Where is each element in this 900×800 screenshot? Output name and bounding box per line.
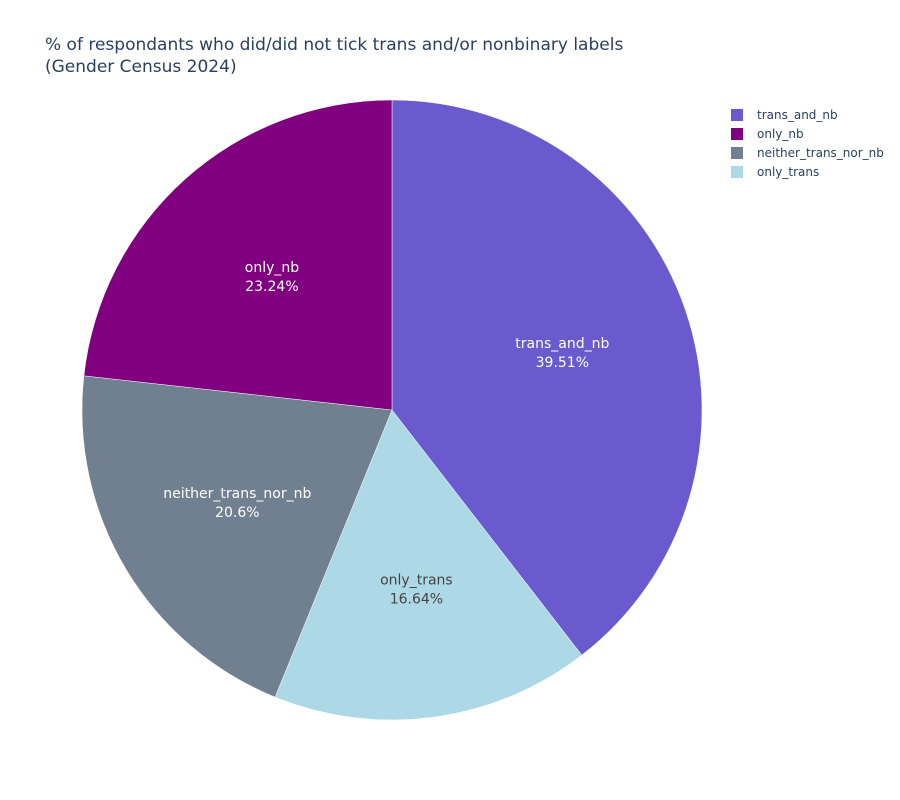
legend-item-only-trans[interactable]: only_trans [731,165,819,179]
slice-label-name: trans_and_nb [515,336,609,352]
slice-label-percent: 39.51% [536,355,589,371]
slice-label-neither-trans-nor-nb: neither_trans_nor_nb 20.6% [163,486,311,521]
legend-label: only_trans [757,165,819,179]
legend-item-trans-and-nb[interactable]: trans_and_nb [731,108,838,122]
pie-slices [81,99,703,721]
slice-label-only-trans: only_trans 16.64% [380,572,453,607]
slice-label-name: only_trans [380,572,453,588]
legend-swatch [731,109,743,121]
chart-title-line-1: % of respondants who did/did not tick tr… [45,35,623,55]
pie-slice-only-trans [274,409,583,721]
legend: trans_and_nb only_nb neither_trans_nor_nbo… [731,108,884,179]
pie-slice-trans-and-nb [391,99,703,656]
slice-label-trans-and-nb: trans_and_nb 39.51% [515,336,609,371]
slice-label-percent: 16.64% [390,591,443,607]
slice-label-name: only_nb [245,260,299,276]
legend-label: neither_trans_nor_nb [757,146,884,160]
slice-label-percent: 20.6% [215,505,259,521]
legend-swatch [731,128,743,140]
slice-labels: trans_and_nb 39.51% only_trans 16.64% neithe… [163,260,609,607]
legend-swatch [731,147,743,159]
pie-slice-neither-trans-nor-nb [81,375,393,698]
chart-title-line-2: (Gender Census 2024) [45,57,237,77]
slice-label-only-nb: only_nb 23.24% [245,260,299,295]
legend-label: only_nb [757,127,804,141]
pie-slice-only-nb [83,99,393,411]
legend-label: trans_and_nb [757,108,838,122]
slice-label-name: neither_trans_nor_nb [163,486,311,502]
chart-title: % of respondants who did/did not tick tr… [45,35,629,77]
legend-swatch [731,166,743,178]
legend-item-neither-trans-nor-nb[interactable]: neither_trans_nor_nb [731,146,884,160]
slice-label-percent: 23.24% [245,279,298,295]
legend-item-only-nb[interactable]: only_nb [731,127,804,141]
